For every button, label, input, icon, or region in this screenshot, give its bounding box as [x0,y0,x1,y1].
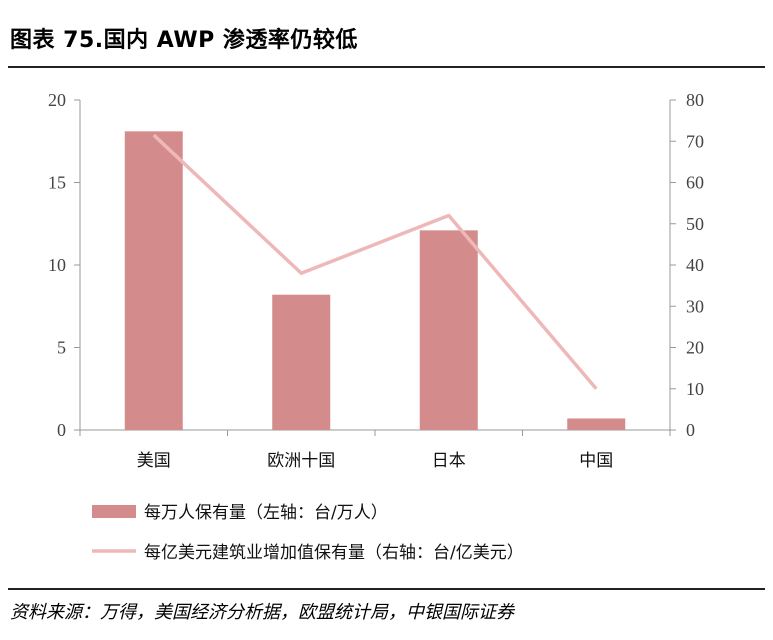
right-tick-label: 10 [686,379,704,399]
category-label: 美国 [137,451,171,471]
right-tick-label: 40 [686,255,704,275]
figure-title: 图表 75.国内 AWP 渗透率仍较低 [10,28,358,53]
top-rule [8,66,765,68]
bar [124,131,183,430]
right-tick-label: 70 [686,131,704,151]
chart: 0 5 10 15 20 0 10 20 30 40 50 60 70 80 美国 欧洲十国 日本 中国 每万… [48,90,704,563]
bar [419,230,478,430]
bar [567,418,626,430]
category-label: 中国 [579,451,613,471]
source-note: 资料来源：万得，美国经济分析据，欧盟统计局，中银国际证券 [10,602,514,623]
left-tick-label: 20 [48,90,66,110]
legend-bar-label: 每万人保有量（左轴：台/万人） [144,503,388,523]
right-tick-label: 30 [686,296,704,316]
right-tick-label: 60 [686,173,704,193]
line-series [152,133,598,390]
right-tick-label: 50 [686,214,704,234]
legend: 每万人保有量（左轴：台/万人） 每亿美元建筑业增加值保有量（右轴：台/亿美元） [92,503,524,563]
right-tick-label: 80 [686,90,704,110]
category-label: 日本 [432,451,466,471]
legend-line-label: 每亿美元建筑业增加值保有量（右轴：台/亿美元） [144,543,524,563]
left-tick-label: 0 [57,420,66,440]
left-tick-label: 10 [48,255,66,275]
right-tick-label: 20 [686,338,704,358]
bottom-rule [8,588,765,590]
right-tick-label: 0 [686,420,695,440]
right-axis-ticks: 0 10 20 30 40 50 60 70 80 [670,90,704,440]
category-labels: 美国 欧洲十国 日本 中国 [79,430,671,471]
left-axis-ticks: 0 5 10 15 20 [48,90,80,440]
bar-series [124,131,626,430]
legend-bar-swatch [92,505,136,518]
left-tick-label: 15 [48,173,66,193]
category-label: 欧洲十国 [267,451,335,471]
left-tick-label: 5 [57,338,66,358]
bar [272,294,331,430]
